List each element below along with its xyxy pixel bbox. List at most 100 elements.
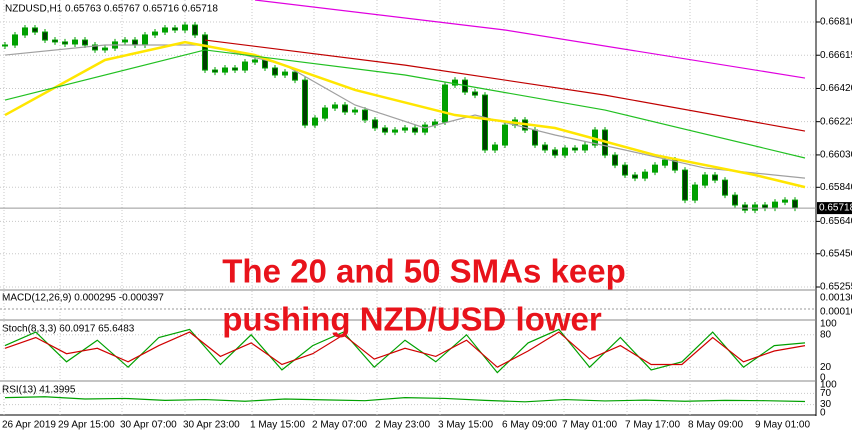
candle [532, 129, 538, 146]
candle [22, 27, 28, 36]
candle [102, 47, 108, 51]
candle [772, 201, 778, 209]
candle [62, 41, 68, 45]
candle [122, 39, 128, 43]
candle [562, 147, 568, 156]
candle [32, 27, 38, 33]
y-tick-label: 70 [820, 388, 832, 399]
candle [712, 174, 718, 181]
x-tick-label: 3 May 15:00 [438, 420, 493, 431]
candle [442, 84, 448, 123]
moving-average [204, 39, 806, 132]
candle [232, 67, 238, 71]
candle [682, 169, 688, 201]
candle [202, 34, 208, 71]
x-tick-label: 2 May 23:00 [375, 420, 430, 431]
candle [412, 127, 418, 133]
candle [792, 199, 798, 209]
x-tick-label: 30 Apr 23:00 [183, 420, 240, 431]
y-tick-label: 100 [820, 319, 837, 330]
x-tick-label: 8 May 09:00 [688, 420, 743, 431]
chart-title: NZDUSD,H1 0.65763 0.65767 0.65716 0.6571… [5, 4, 218, 15]
candle [72, 39, 78, 45]
candle [572, 147, 578, 151]
candle [322, 107, 328, 119]
candle [542, 144, 548, 151]
candle [222, 67, 228, 73]
candle [362, 109, 368, 121]
candle [392, 129, 398, 133]
candle [742, 204, 748, 211]
candle [212, 69, 218, 73]
candle [612, 154, 618, 166]
annotation: The 20 and 50 SMAs keep [222, 253, 626, 290]
current-price-box [817, 202, 852, 215]
candle [52, 39, 58, 43]
candle [82, 39, 88, 46]
x-tick-label: 30 Apr 07:00 [120, 420, 177, 431]
candle [252, 59, 258, 63]
candle [692, 184, 698, 201]
candle [372, 119, 378, 129]
candle [152, 31, 158, 36]
x-tick-label: 26 Apr 2019 [2, 420, 56, 431]
candle [302, 79, 308, 126]
candle [752, 204, 758, 211]
candle [622, 164, 628, 176]
candle [12, 34, 18, 46]
candle [2, 44, 8, 47]
candle [782, 199, 788, 203]
oscillator-line [4, 331, 806, 368]
moving-average [4, 40, 806, 189]
x-tick-label: 9 May 01:00 [755, 420, 810, 431]
candle [482, 94, 488, 151]
candle [702, 174, 708, 186]
y-tick-label: 0 [820, 408, 826, 419]
stoch-label: Stoch(8,3,3) 60.0917 65.6483 [2, 324, 135, 335]
candle [132, 39, 138, 46]
x-tick-label: 6 May 09:00 [502, 420, 557, 431]
candle [722, 179, 728, 196]
candle [342, 104, 348, 113]
candle [262, 59, 268, 69]
candle [312, 117, 318, 126]
macd-label: MACD(12,26,9) 0.000295 -0.000397 [2, 293, 164, 304]
current-price-label: 0.65718 [819, 203, 852, 214]
x-tick-label: 7 May 17:00 [625, 420, 680, 431]
candle [472, 91, 478, 96]
y-tick-label: 0.65255 [820, 282, 852, 293]
oscillator-line [4, 396, 806, 403]
candle [352, 109, 358, 113]
candle [382, 127, 388, 133]
candle [582, 144, 588, 151]
candle [502, 124, 508, 146]
candle [182, 24, 188, 31]
candle [272, 67, 278, 76]
candle [332, 104, 338, 109]
annotation: pushing NZD/USD lower [222, 301, 602, 338]
y-tick-label: 100 [820, 380, 837, 391]
candle [642, 171, 648, 179]
x-tick-label: 29 Apr 15:00 [58, 420, 115, 431]
candle [652, 164, 658, 173]
x-tick-label: 7 May 01:00 [562, 420, 617, 431]
candle [492, 144, 498, 151]
candle [142, 34, 148, 46]
candle [732, 194, 738, 206]
y-tick-label: 80 [820, 329, 832, 340]
candle [162, 27, 168, 33]
candle [92, 44, 98, 51]
candle [242, 61, 248, 71]
y-tick-label: 0 [820, 373, 826, 384]
moving-average [254, 0, 806, 79]
moving-average [4, 49, 806, 159]
candle [552, 149, 558, 156]
candle [402, 127, 408, 131]
